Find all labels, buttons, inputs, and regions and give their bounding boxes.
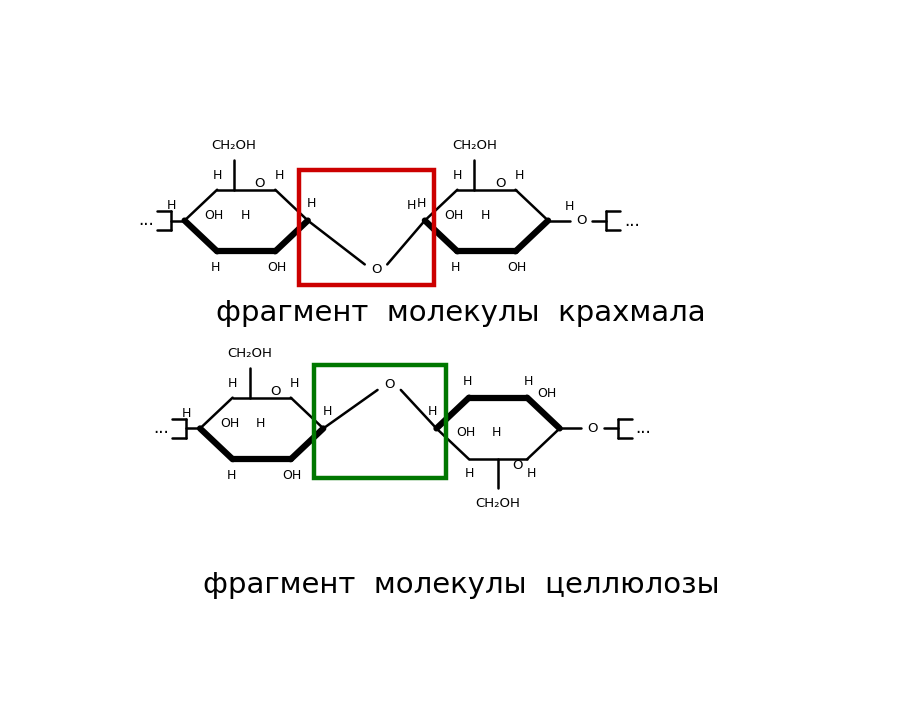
Text: H: H	[524, 375, 534, 388]
Text: CH₂OH: CH₂OH	[212, 139, 256, 152]
Bar	[299, 171, 434, 285]
Text: ...: ...	[624, 211, 640, 230]
Text: O: O	[512, 459, 523, 472]
Text: O: O	[255, 177, 265, 190]
Text: H: H	[417, 197, 426, 210]
Text: фрагмент  молекулы  целлюлозы: фрагмент молекулы целлюлозы	[202, 571, 720, 599]
Text: O: O	[495, 177, 505, 190]
Text: OH: OH	[283, 469, 302, 482]
Text: H: H	[307, 197, 317, 210]
Text: H: H	[526, 468, 536, 480]
Text: CH₂OH: CH₂OH	[452, 139, 497, 152]
Text: H: H	[428, 405, 437, 418]
Text: H: H	[407, 199, 417, 211]
Text: H: H	[212, 168, 221, 182]
Text: H: H	[240, 208, 249, 222]
Text: H: H	[166, 199, 176, 211]
Text: O: O	[270, 385, 281, 398]
Text: H: H	[492, 426, 501, 439]
Text: H: H	[211, 261, 220, 274]
Text: H: H	[463, 375, 473, 388]
Text: CH₂OH: CH₂OH	[475, 496, 520, 510]
Text: OH: OH	[537, 388, 556, 400]
Text: CH₂OH: CH₂OH	[227, 347, 272, 360]
Text: H: H	[228, 376, 238, 390]
Text: O: O	[384, 378, 394, 391]
Text: H: H	[182, 406, 192, 420]
Text: O: O	[576, 214, 587, 227]
Text: H: H	[451, 261, 461, 274]
Text: H: H	[464, 468, 473, 480]
Text: OH: OH	[267, 261, 286, 274]
Text: H: H	[274, 168, 284, 182]
Text: OH: OH	[204, 208, 223, 222]
Text: H: H	[256, 416, 266, 430]
Text: H: H	[481, 208, 490, 222]
Text: H: H	[515, 168, 524, 182]
Text: OH: OH	[220, 416, 239, 430]
Text: H: H	[453, 168, 462, 182]
Text: фрагмент  молекулы  крахмала: фрагмент молекулы крахмала	[216, 299, 706, 327]
Text: OH: OH	[445, 208, 464, 222]
Text: H: H	[227, 469, 236, 482]
Text: OH: OH	[508, 261, 526, 274]
Text: H: H	[565, 200, 574, 213]
Text: ...: ...	[153, 418, 169, 437]
Text: O: O	[371, 263, 382, 277]
Text: H: H	[322, 405, 332, 418]
Text: OH: OH	[456, 426, 475, 439]
Text: ...: ...	[138, 211, 154, 229]
Text: O: O	[588, 422, 598, 435]
Text: ...: ...	[635, 419, 652, 437]
Bar	[314, 364, 446, 479]
Text: H: H	[290, 376, 300, 390]
